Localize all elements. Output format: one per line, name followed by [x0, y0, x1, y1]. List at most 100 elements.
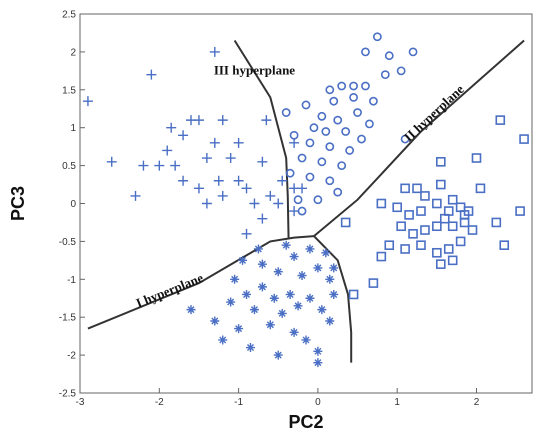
plus-point: [249, 198, 260, 209]
hyperplane-label: III hyperplane: [214, 63, 295, 78]
star-point: [257, 282, 267, 292]
plus-point: [213, 175, 224, 186]
plus-point: [273, 198, 284, 209]
square-point: [447, 194, 458, 205]
square-point: [376, 251, 387, 262]
star-point: [226, 297, 236, 307]
y-tick-label: -2: [67, 351, 76, 362]
plus-point: [209, 46, 220, 57]
x-tick-label: -1: [234, 397, 243, 408]
plus-point: [106, 156, 117, 167]
plus-point: [162, 145, 173, 156]
plus-point: [277, 175, 288, 186]
star-point: [186, 305, 196, 315]
star-point: [218, 335, 228, 345]
plus-point: [82, 96, 93, 107]
square-point: [443, 244, 454, 254]
circle-point: [349, 92, 358, 102]
plus-point: [265, 190, 276, 201]
circle-point: [313, 195, 323, 205]
square-point: [432, 198, 442, 209]
x-tick-label: 1: [394, 397, 400, 408]
star-point: [317, 305, 327, 315]
square-point: [432, 247, 442, 258]
circle-point: [325, 142, 335, 152]
star-point: [210, 316, 220, 326]
square-point: [436, 179, 446, 190]
plus-point: [217, 115, 228, 126]
plus-point: [170, 160, 181, 171]
plus-point: [297, 183, 308, 194]
y-axis-label: PC3: [8, 186, 28, 221]
circle-point: [337, 161, 347, 170]
plus-point: [257, 213, 268, 224]
plus-point: [130, 190, 141, 201]
circle-point: [357, 134, 366, 144]
plus-point: [261, 115, 272, 126]
star-point: [277, 308, 287, 318]
circle-point: [353, 108, 362, 117]
star-point: [234, 324, 244, 334]
circle-point: [372, 32, 382, 42]
plus-point: [241, 228, 252, 239]
star-point: [242, 289, 252, 299]
y-tick-label: -1: [67, 275, 76, 286]
circle-point: [305, 138, 315, 148]
y-tick-label: -2.5: [59, 389, 77, 400]
square-point: [459, 210, 470, 220]
square-point: [436, 259, 446, 269]
plus-point: [146, 69, 157, 80]
square-point: [348, 289, 359, 300]
circle-point: [333, 187, 343, 197]
y-tick-label: -1.5: [59, 313, 77, 324]
star-point: [281, 240, 291, 250]
circle-point: [317, 111, 327, 121]
star-point: [305, 293, 315, 303]
circle-point: [361, 47, 370, 57]
y-axis-ticks: -2.5 -2 -1.5 -1 -0.5 0 0.5 1 1.5 2 2.5: [59, 10, 85, 400]
plus-point: [166, 122, 177, 133]
star-point: [245, 343, 255, 353]
square-point: [455, 236, 466, 247]
circle-point: [317, 157, 327, 167]
square-point: [400, 183, 410, 194]
square-point: [491, 217, 502, 228]
star-point: [289, 252, 299, 262]
plus-point: [201, 153, 212, 164]
y-tick-label: 1.5: [62, 85, 76, 96]
plus-point: [209, 137, 220, 148]
plus-point: [178, 130, 189, 141]
x-tick-label: 0: [315, 397, 321, 408]
circle-point: [341, 127, 351, 136]
star-point: [293, 301, 303, 311]
circle-point: [349, 81, 358, 91]
square-point: [392, 202, 402, 213]
circle-point: [396, 66, 406, 76]
y-tick-label: 1: [70, 123, 76, 134]
square-point: [412, 183, 422, 194]
circle-point: [289, 130, 299, 140]
plus-point: [138, 160, 149, 171]
plus-point: [241, 183, 252, 194]
square-point: [471, 153, 482, 163]
square-point: [420, 225, 430, 235]
circle-point: [325, 85, 335, 95]
star-point: [253, 244, 263, 254]
square-point: [467, 225, 478, 235]
star-point: [297, 271, 307, 281]
star-point: [289, 327, 299, 337]
star-point: [305, 244, 315, 254]
x-axis-ticks: -3 -2 -1 0 1 2: [76, 388, 480, 408]
square-point: [475, 183, 486, 194]
boundary-lines: [87, 39, 525, 363]
circle-point: [345, 146, 355, 155]
x-axis-label: PC2: [288, 412, 323, 432]
circle-point: [301, 100, 311, 110]
plus-point: [217, 190, 228, 201]
plus-point: [201, 198, 212, 209]
square-point: [432, 221, 442, 232]
star-point: [285, 289, 295, 299]
y-tick-label: 0.5: [62, 161, 76, 172]
star-point: [273, 267, 283, 277]
